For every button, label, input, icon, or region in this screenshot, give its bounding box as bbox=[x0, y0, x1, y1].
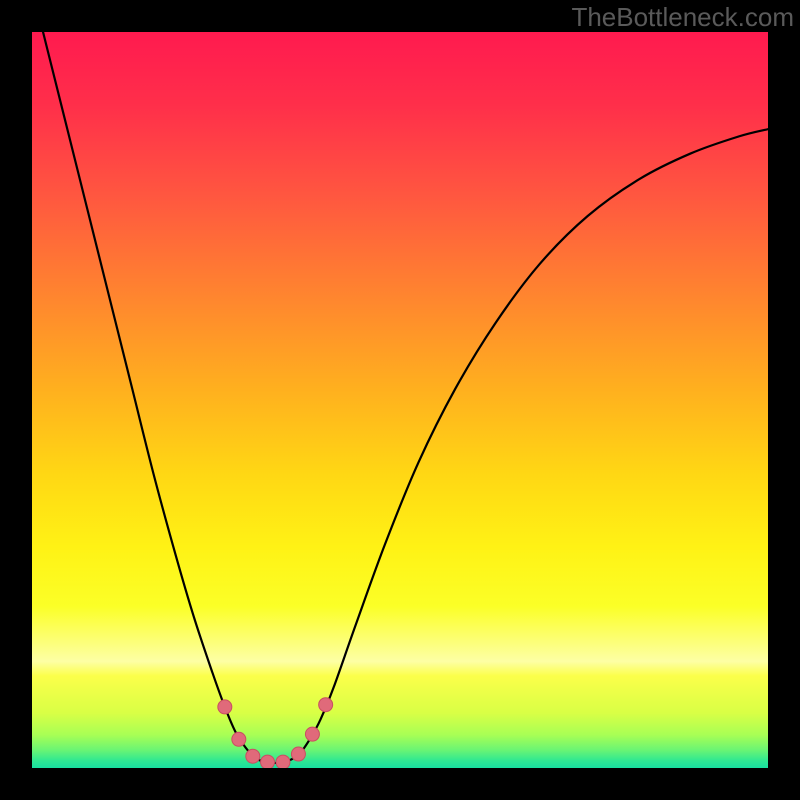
data-marker bbox=[232, 732, 246, 746]
data-marker bbox=[291, 747, 305, 761]
data-marker bbox=[218, 700, 232, 714]
watermark-text: TheBottleneck.com bbox=[522, 2, 794, 33]
data-marker bbox=[319, 698, 333, 712]
data-marker bbox=[261, 755, 275, 769]
data-marker bbox=[246, 749, 260, 763]
data-marker bbox=[276, 755, 290, 769]
chart-background bbox=[32, 32, 768, 768]
bottleneck-chart bbox=[0, 0, 800, 800]
data-marker bbox=[305, 727, 319, 741]
